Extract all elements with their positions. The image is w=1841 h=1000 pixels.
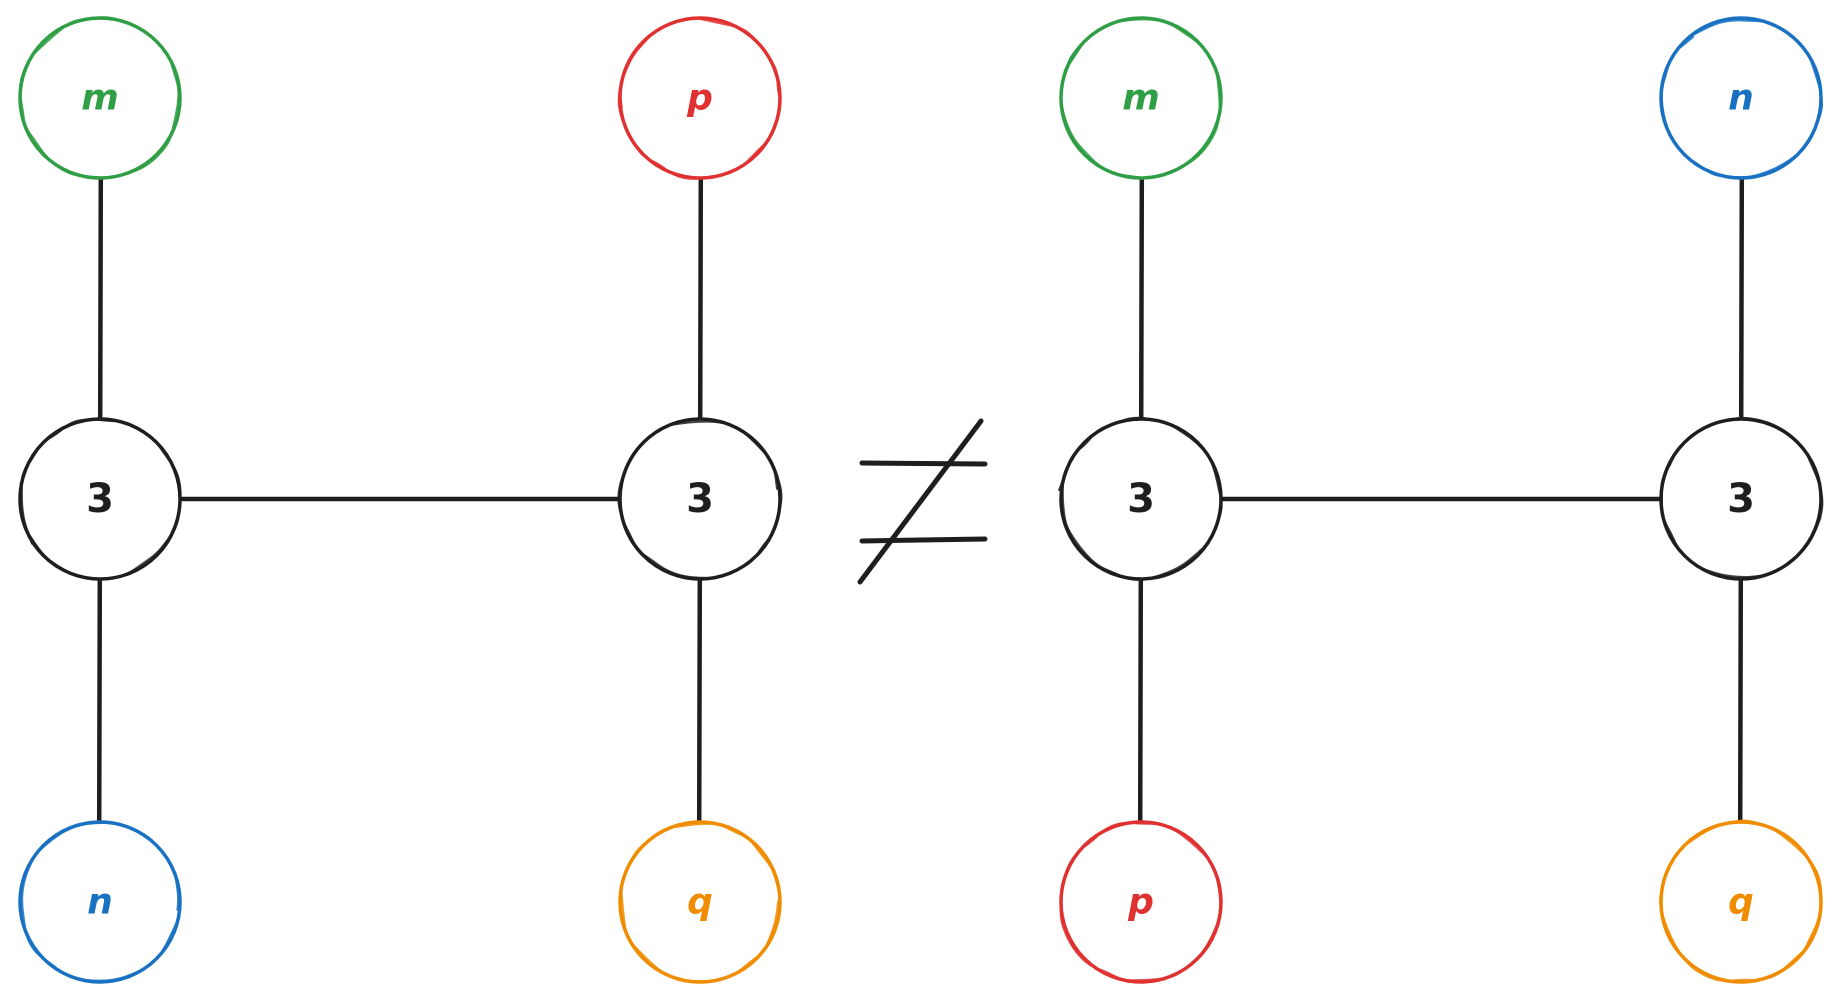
right-graph-node-p-sketch-stroke — [1059, 821, 1222, 982]
right-graph-node-a-bond: 3 — [1058, 416, 1223, 581]
left-graph-node-p-label: p — [686, 78, 713, 119]
right-graph-node-b-bond: 3 — [1659, 416, 1824, 581]
right-graph-node-p-label: p — [1127, 882, 1154, 923]
right-graph-node-m-index: m — [1059, 16, 1223, 180]
right-graph-node-n-index: n — [1659, 16, 1823, 180]
left-graph-node-p-index: p — [617, 16, 782, 180]
right-graph-node-b-sketch-stroke — [1660, 416, 1824, 579]
right-graph-node-b-label: 3 — [1727, 476, 1755, 522]
left-graph-node-a-label: 3 — [86, 476, 114, 522]
right-graph-node-q-label: q — [1728, 882, 1754, 923]
left-graph-node-b-bond: 3 — [617, 417, 783, 581]
left-graph-node-b-label: 3 — [686, 476, 714, 522]
right-graph-node-n-sketch-stroke — [1660, 19, 1823, 179]
not-equal-top-bar — [859, 460, 988, 467]
not-equal-sign: ≠ — [857, 418, 988, 585]
right-graph-node-p-index: p — [1059, 820, 1223, 984]
right-graph-node-a-label: 3 — [1127, 476, 1155, 522]
left-graph-node-m-sketch-stroke — [18, 16, 180, 179]
left-graph-node-n-index: n — [18, 820, 182, 984]
right-graph-node-q-index: q — [1659, 819, 1823, 984]
not-equal-slash — [857, 418, 984, 585]
left-graph-node-q-sketch-stroke — [620, 822, 781, 983]
right-graph-node-n-label: n — [1728, 78, 1754, 119]
left-graph-node-n-sketch-stroke — [21, 822, 181, 982]
left-graph-node-a-sketch-stroke — [20, 418, 182, 581]
left-graph-node-a-bond: 3 — [18, 417, 182, 581]
right-graph-node-m-label: m — [1122, 78, 1160, 119]
right-graph-node-m-sketch-stroke — [1059, 18, 1221, 180]
left-graph-node-m-index: m — [18, 16, 182, 180]
left-graph-node-p-sketch-stroke — [617, 17, 782, 180]
left-graph-node-q-index: q — [618, 820, 782, 984]
left-graph-node-m-label: m — [81, 78, 119, 119]
nodes-layer: 3 3 m n p q 3 3 m p n q — [18, 16, 1824, 984]
right-graph-node-a-sketch-stroke — [1058, 416, 1223, 581]
left-graph-node-q-label: q — [687, 882, 713, 923]
left-graph-node-b-sketch-stroke — [617, 420, 783, 579]
right-graph-node-q-sketch-stroke — [1659, 819, 1823, 982]
left-graph-node-n-label: n — [87, 882, 113, 923]
not-equal-bottom-bar — [859, 536, 988, 544]
left-graph-node-b-circle — [618, 417, 782, 581]
